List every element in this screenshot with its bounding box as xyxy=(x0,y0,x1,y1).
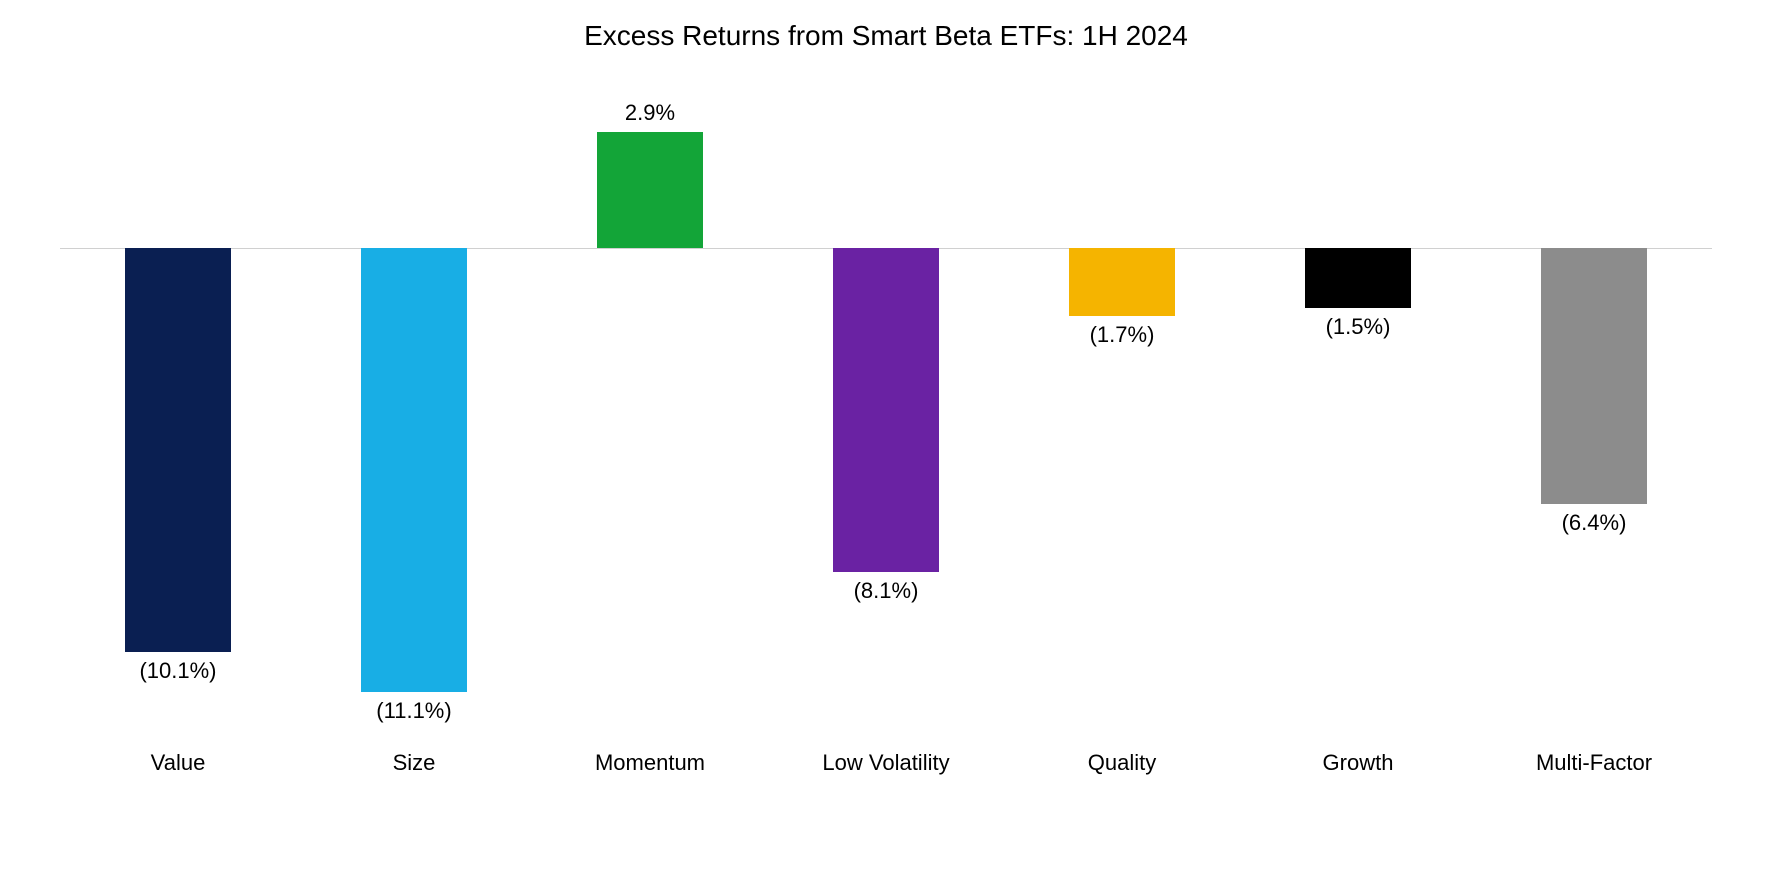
category-label: Size xyxy=(393,750,436,776)
bar-multi-factor xyxy=(1541,248,1647,504)
value-label: (8.1%) xyxy=(854,578,919,604)
bar-momentum xyxy=(597,132,703,248)
bar-value xyxy=(125,248,231,652)
plot-area: (10.1%) Value (11.1%) Size 2.9% Momentum (8.1%… xyxy=(60,62,1712,782)
value-label: (10.1%) xyxy=(139,658,216,684)
bar-low-volatility xyxy=(833,248,939,572)
value-label: (6.4%) xyxy=(1562,510,1627,536)
value-label: 2.9% xyxy=(625,100,675,126)
category-label: Quality xyxy=(1088,750,1156,776)
bar-quality xyxy=(1069,248,1175,316)
chart-container: Excess Returns from Smart Beta ETFs: 1H … xyxy=(0,0,1772,886)
category-label: Multi-Factor xyxy=(1536,750,1652,776)
category-label: Momentum xyxy=(595,750,705,776)
value-label: (1.7%) xyxy=(1090,322,1155,348)
bar-size xyxy=(361,248,467,692)
bar-growth xyxy=(1305,248,1411,308)
value-label: (11.1%) xyxy=(376,698,451,724)
category-label: Growth xyxy=(1323,750,1394,776)
chart-title: Excess Returns from Smart Beta ETFs: 1H … xyxy=(60,20,1712,52)
category-label: Value xyxy=(151,750,206,776)
category-label: Low Volatility xyxy=(822,750,949,776)
value-label: (1.5%) xyxy=(1326,314,1391,340)
